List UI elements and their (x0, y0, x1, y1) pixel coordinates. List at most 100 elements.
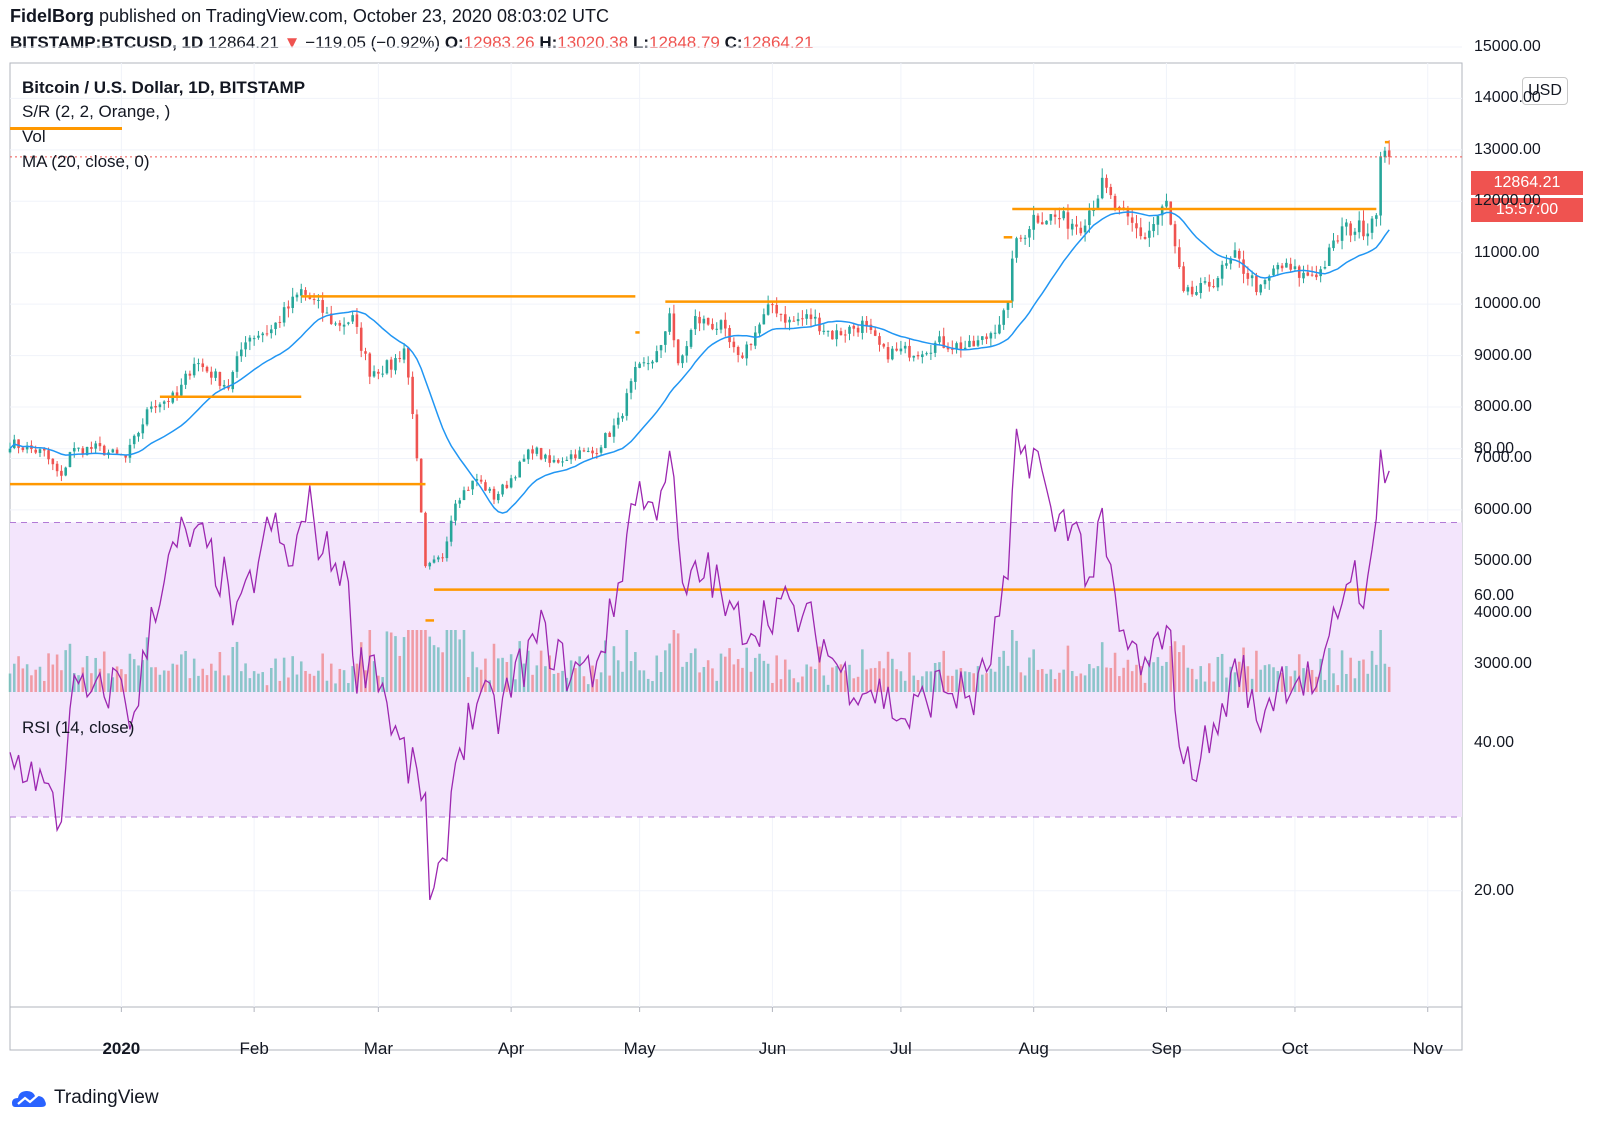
candle-body (526, 449, 530, 460)
candle-body (111, 449, 115, 453)
candle-body (329, 313, 333, 324)
author-name[interactable]: FidelBorg (10, 6, 94, 26)
published-text: published on TradingView.com, October 23… (99, 6, 610, 26)
volume-bar (831, 667, 834, 692)
candle-body (338, 322, 342, 326)
volume-bar (681, 666, 684, 692)
candle-body (535, 447, 539, 454)
candle-body (1002, 310, 1005, 325)
volume-bar (68, 643, 72, 692)
publish-info: FidelBorg published on TradingView.com, … (10, 6, 609, 27)
candle-body (809, 314, 813, 320)
volume-bar (94, 657, 97, 692)
candle-body (908, 345, 911, 358)
volume-bar (685, 661, 689, 692)
volume-bar (25, 664, 29, 692)
candle-body (467, 489, 470, 491)
volume-bar (1370, 650, 1374, 692)
price-tick-label: 3000.00 (1474, 655, 1532, 673)
volume-bar (479, 669, 483, 692)
volume-bar (753, 657, 757, 692)
tradingview-logo[interactable]: TradingView (12, 1087, 159, 1109)
candle-body (651, 361, 654, 364)
price-tick-label: 7000.00 (1474, 449, 1532, 467)
candle-body (454, 503, 457, 521)
volume-bar (775, 655, 778, 692)
volume-bar (334, 683, 337, 692)
volume-bar (968, 672, 971, 692)
volume-bar (1053, 678, 1057, 692)
volume-bar (561, 670, 564, 692)
volume-bar (278, 680, 282, 692)
volume-bar (8, 673, 12, 692)
candle-body (351, 315, 354, 322)
volume-bar (972, 673, 976, 692)
volume-bar (180, 654, 183, 692)
candle-body (1250, 275, 1254, 279)
candle-body (441, 557, 444, 559)
volume-bar (252, 671, 256, 692)
candle-body (402, 348, 406, 360)
sr-legend-swatch (10, 127, 122, 130)
volume-bar (1387, 666, 1391, 692)
legend-rsi-indicator[interactable]: RSI (14, close) (22, 718, 135, 737)
volume-bar (1267, 664, 1271, 692)
candle-body (548, 455, 551, 463)
legend-sr-indicator[interactable]: S/R (2, 2, Orange, ) (22, 102, 171, 121)
volume-bar (222, 675, 226, 692)
candle-body (574, 454, 577, 459)
volume-bar (616, 660, 620, 692)
candle-body (1178, 247, 1181, 268)
candle-body (154, 405, 157, 408)
volume-bar (484, 658, 487, 692)
volume-bar (467, 677, 470, 692)
volume-bar (389, 632, 393, 692)
volume-bar (240, 671, 243, 692)
volume-bar (1208, 663, 1211, 692)
volume-bar (1323, 679, 1327, 692)
candle-body (90, 447, 93, 449)
volume-bar (882, 668, 886, 692)
volume-bar (980, 674, 984, 692)
candle-body (783, 314, 787, 323)
candle-body (685, 346, 689, 356)
volume-bar (634, 652, 637, 692)
candle-body (985, 336, 988, 340)
volume-bar (441, 652, 444, 692)
volume-bar (706, 660, 710, 692)
candle-body (544, 454, 547, 459)
candle-body (240, 349, 243, 357)
candle-body (210, 371, 213, 378)
candle-body (68, 452, 72, 467)
volume-bar (162, 670, 166, 692)
volume-bar (646, 678, 650, 692)
volume-bar (1109, 667, 1113, 692)
candle-body (1353, 231, 1357, 235)
candle-body (668, 313, 671, 332)
volume-bar (51, 664, 55, 692)
volume-bar (351, 666, 354, 692)
candle-body (1079, 227, 1083, 234)
volume-bar (231, 647, 235, 692)
rsi-tick-label: 60.00 (1474, 587, 1515, 605)
candle-body (1349, 223, 1352, 236)
candle-body (826, 330, 830, 332)
volume-bar (257, 673, 260, 692)
candle-body (873, 330, 877, 336)
price-tick-label: 15000.00 (1474, 38, 1541, 55)
legend-ma-indicator[interactable]: MA (20, close, 0) (22, 152, 150, 171)
candle-body (1225, 263, 1228, 266)
legend-symbol-title[interactable]: Bitcoin / U.S. Dollar, 1D, BITSTAMP (22, 78, 306, 97)
candle-body (334, 323, 337, 325)
candle-body (659, 345, 663, 351)
candle-body (642, 362, 646, 364)
volume-bar (132, 659, 136, 692)
currency-badge[interactable]: USD (1522, 77, 1568, 105)
price-tick-label: 8000.00 (1474, 398, 1532, 415)
volume-bar (1366, 673, 1370, 692)
volume-bar (839, 664, 843, 692)
candle-body (1045, 220, 1048, 225)
legend-volume-indicator[interactable]: Vol (22, 127, 46, 146)
price-tick-label: 12000.00 (1474, 192, 1541, 210)
